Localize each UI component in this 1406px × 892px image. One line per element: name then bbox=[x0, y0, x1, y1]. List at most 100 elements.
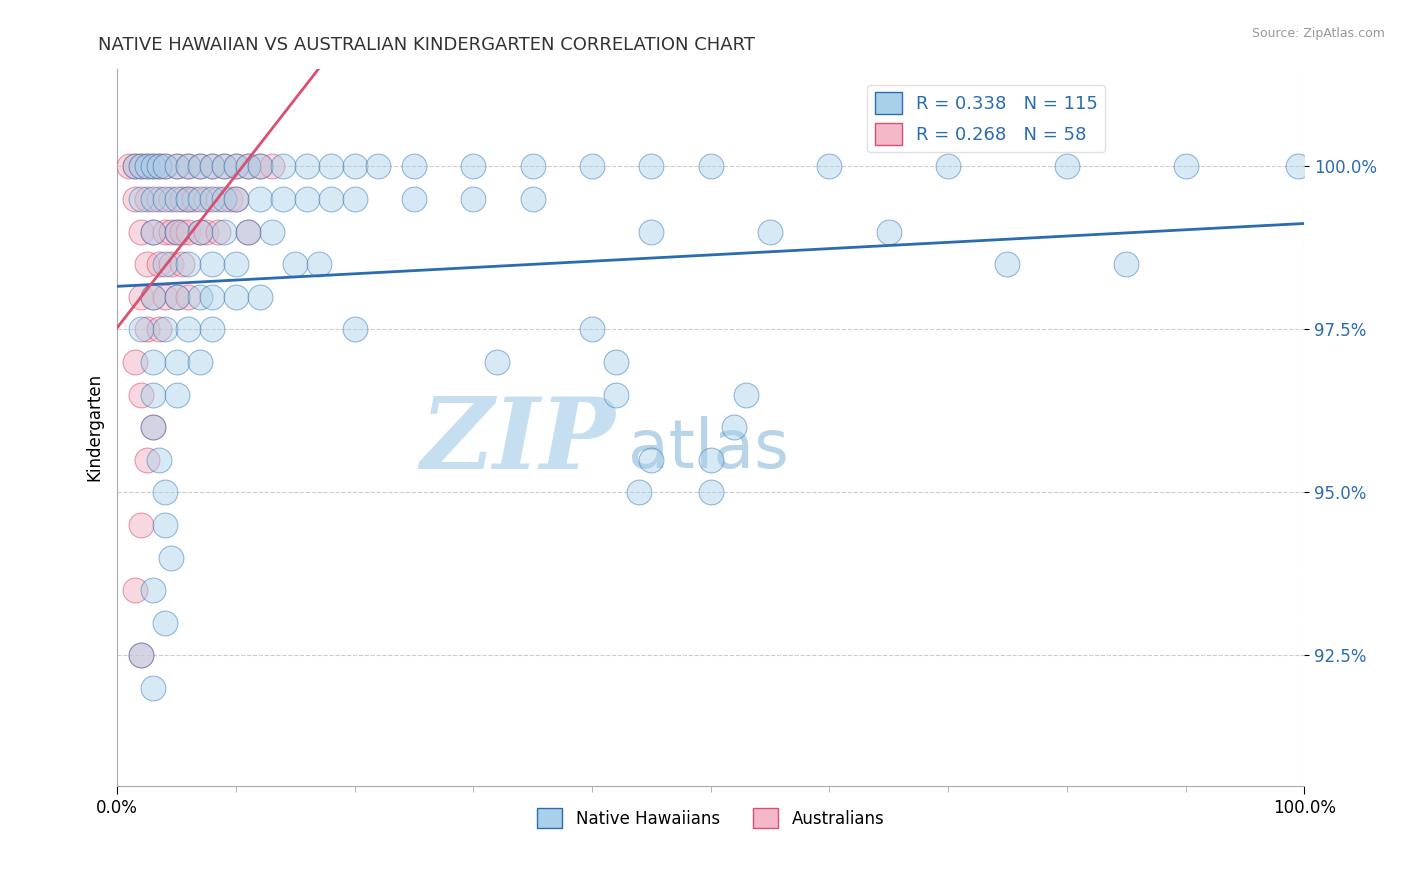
Native Hawaiians bbox=[153, 322, 176, 336]
Native Hawaiians bbox=[284, 257, 307, 271]
Native Hawaiians bbox=[188, 225, 211, 239]
Text: atlas: atlas bbox=[627, 416, 789, 482]
Text: ZIP: ZIP bbox=[420, 393, 616, 490]
Australians bbox=[225, 159, 247, 173]
Native Hawaiians bbox=[153, 485, 176, 500]
Australians bbox=[153, 225, 176, 239]
Australians bbox=[225, 192, 247, 206]
Native Hawaiians bbox=[166, 159, 188, 173]
Native Hawaiians bbox=[153, 192, 176, 206]
Australians bbox=[207, 225, 229, 239]
Native Hawaiians bbox=[166, 387, 188, 401]
Australians bbox=[177, 225, 200, 239]
Native Hawaiians bbox=[129, 192, 152, 206]
Native Hawaiians bbox=[166, 355, 188, 369]
Native Hawaiians bbox=[142, 225, 165, 239]
Native Hawaiians bbox=[177, 192, 200, 206]
Native Hawaiians bbox=[236, 225, 259, 239]
Native Hawaiians bbox=[142, 583, 165, 598]
Native Hawaiians bbox=[367, 159, 389, 173]
Native Hawaiians bbox=[308, 257, 330, 271]
Native Hawaiians bbox=[295, 192, 318, 206]
Native Hawaiians bbox=[260, 225, 283, 239]
Australians bbox=[142, 420, 165, 434]
Australians bbox=[148, 159, 170, 173]
Australians bbox=[129, 518, 152, 533]
Native Hawaiians bbox=[225, 192, 247, 206]
Native Hawaiians bbox=[581, 159, 603, 173]
Native Hawaiians bbox=[212, 159, 235, 173]
Native Hawaiians bbox=[402, 192, 425, 206]
Native Hawaiians bbox=[124, 159, 146, 173]
Australians bbox=[129, 648, 152, 663]
Native Hawaiians bbox=[273, 159, 295, 173]
Native Hawaiians bbox=[463, 192, 485, 206]
Australians bbox=[249, 159, 271, 173]
Native Hawaiians bbox=[201, 159, 224, 173]
Native Hawaiians bbox=[201, 290, 224, 304]
Native Hawaiians bbox=[759, 225, 782, 239]
Australians bbox=[177, 159, 200, 173]
Australians bbox=[236, 159, 259, 173]
Native Hawaiians bbox=[142, 192, 165, 206]
Native Hawaiians bbox=[166, 290, 188, 304]
Native Hawaiians bbox=[142, 290, 165, 304]
Australians bbox=[260, 159, 283, 173]
Native Hawaiians bbox=[343, 192, 366, 206]
Text: NATIVE HAWAIIAN VS AUSTRALIAN KINDERGARTEN CORRELATION CHART: NATIVE HAWAIIAN VS AUSTRALIAN KINDERGART… bbox=[98, 36, 755, 54]
Native Hawaiians bbox=[142, 387, 165, 401]
Australians bbox=[177, 290, 200, 304]
Native Hawaiians bbox=[201, 257, 224, 271]
Native Hawaiians bbox=[319, 192, 342, 206]
Native Hawaiians bbox=[188, 355, 211, 369]
Australians bbox=[142, 159, 165, 173]
Native Hawaiians bbox=[188, 159, 211, 173]
Australians bbox=[188, 159, 211, 173]
Australians bbox=[124, 159, 146, 173]
Native Hawaiians bbox=[153, 159, 176, 173]
Native Hawaiians bbox=[177, 322, 200, 336]
Native Hawaiians bbox=[699, 159, 721, 173]
Native Hawaiians bbox=[343, 322, 366, 336]
Native Hawaiians bbox=[936, 159, 959, 173]
Native Hawaiians bbox=[166, 225, 188, 239]
Australians bbox=[135, 452, 157, 467]
Native Hawaiians bbox=[129, 159, 152, 173]
Native Hawaiians bbox=[148, 452, 170, 467]
Australians bbox=[135, 192, 157, 206]
Native Hawaiians bbox=[486, 355, 509, 369]
Australians bbox=[188, 225, 211, 239]
Native Hawaiians bbox=[142, 355, 165, 369]
Native Hawaiians bbox=[1056, 159, 1078, 173]
Native Hawaiians bbox=[295, 159, 318, 173]
Australians bbox=[166, 290, 188, 304]
Native Hawaiians bbox=[135, 159, 157, 173]
Native Hawaiians bbox=[522, 192, 544, 206]
Australians bbox=[172, 257, 194, 271]
Australians bbox=[148, 322, 170, 336]
Native Hawaiians bbox=[129, 648, 152, 663]
Native Hawaiians bbox=[142, 159, 165, 173]
Australians bbox=[159, 225, 181, 239]
Australians bbox=[124, 355, 146, 369]
Native Hawaiians bbox=[1174, 159, 1197, 173]
Native Hawaiians bbox=[640, 452, 662, 467]
Australians bbox=[142, 225, 165, 239]
Australians bbox=[236, 225, 259, 239]
Australians bbox=[195, 192, 218, 206]
Native Hawaiians bbox=[148, 159, 170, 173]
Australians bbox=[124, 583, 146, 598]
Australians bbox=[153, 290, 176, 304]
Native Hawaiians bbox=[319, 159, 342, 173]
Native Hawaiians bbox=[153, 257, 176, 271]
Australians bbox=[148, 192, 170, 206]
Australians bbox=[172, 192, 194, 206]
Native Hawaiians bbox=[212, 192, 235, 206]
Native Hawaiians bbox=[402, 159, 425, 173]
Native Hawaiians bbox=[188, 192, 211, 206]
Native Hawaiians bbox=[249, 159, 271, 173]
Australians bbox=[159, 192, 181, 206]
Australians bbox=[118, 159, 141, 173]
Native Hawaiians bbox=[177, 159, 200, 173]
Australians bbox=[159, 257, 181, 271]
